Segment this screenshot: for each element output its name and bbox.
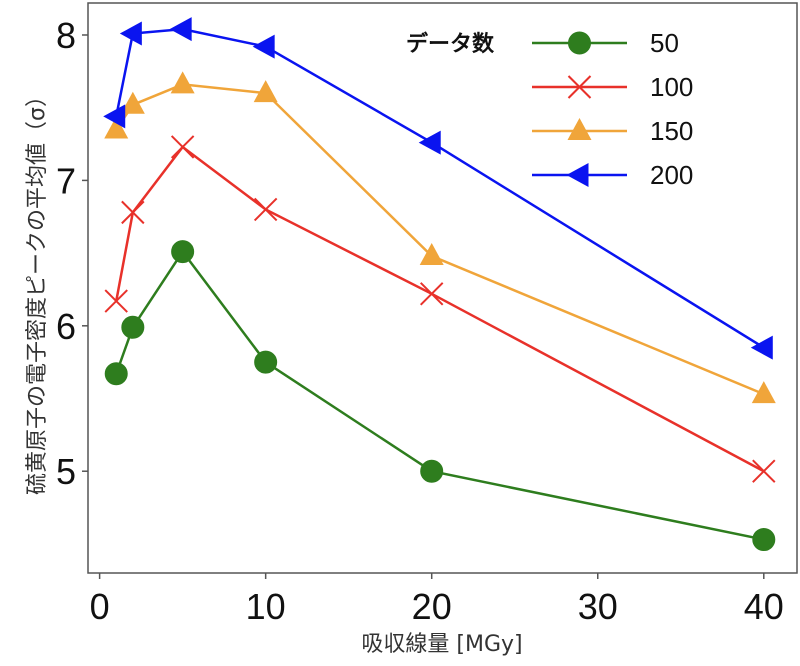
data-point-100	[752, 459, 776, 483]
x-axis: 0 10 20 30 40	[90, 573, 784, 627]
data-point-100	[170, 135, 195, 159]
legend: データ数 50 100 150 200	[406, 28, 693, 190]
data-point-50	[254, 350, 278, 374]
data-point-50	[104, 362, 128, 386]
legend-marker	[567, 75, 592, 99]
data-point-100	[121, 200, 145, 225]
data-point-100	[420, 282, 444, 306]
x-tick-label: 30	[578, 586, 618, 627]
data-point-200	[103, 104, 126, 129]
data-point-50	[420, 459, 444, 483]
series-50	[104, 240, 776, 552]
legend-label: 200	[650, 160, 693, 190]
y-tick-label: 7	[56, 160, 76, 201]
y-tick-label: 5	[56, 451, 76, 492]
data-point-200	[750, 335, 773, 360]
data-point-200	[169, 17, 192, 42]
legend-item-200: 200	[532, 160, 693, 190]
x-tick-label: 20	[412, 586, 452, 627]
data-point-150	[120, 91, 145, 114]
series-line-200	[115, 27, 765, 349]
legend-marker	[567, 118, 592, 140]
x-axis-label: 吸収線量 [MGy]	[361, 632, 522, 657]
data-point-200	[418, 130, 441, 155]
legend-item-100: 100	[532, 72, 693, 102]
legend-title: データ数	[406, 31, 495, 57]
series-200	[103, 17, 773, 360]
data-point-100	[253, 197, 278, 222]
data-point-200	[252, 34, 275, 59]
legend-label: 50	[650, 28, 679, 58]
data-point-150	[419, 243, 444, 266]
y-tick-label: 8	[56, 15, 76, 56]
legend-item-150: 150	[532, 116, 693, 146]
data-point-150	[104, 116, 129, 139]
y-tick-label: 6	[56, 306, 76, 347]
plot-frame	[87, 2, 798, 574]
data-point-150	[170, 71, 195, 94]
legend-label: 100	[650, 72, 693, 102]
legend-marker	[566, 163, 589, 187]
series-line-50	[115, 249, 765, 541]
series-line-100	[114, 145, 765, 473]
data-point-50	[171, 240, 195, 264]
data-point-200	[119, 21, 142, 46]
series-150	[104, 71, 776, 404]
x-tick-label: 40	[744, 586, 784, 627]
legend-item-50: 50	[532, 28, 679, 58]
legend-marker	[568, 31, 591, 55]
series-layer	[103, 17, 776, 552]
data-point-50	[121, 315, 145, 339]
x-tick-label: 10	[246, 586, 286, 627]
y-axis: 5 6 7 8	[56, 15, 88, 492]
data-point-150	[751, 381, 776, 404]
data-point-100	[104, 289, 128, 313]
y-axis-label: 硫黄原子の電子密度ピークの平均値（σ）	[25, 85, 50, 495]
data-point-50	[752, 528, 776, 552]
legend-label: 150	[650, 116, 693, 146]
series-100	[104, 135, 776, 483]
x-tick-label: 0	[90, 586, 110, 627]
data-point-150	[253, 80, 278, 103]
